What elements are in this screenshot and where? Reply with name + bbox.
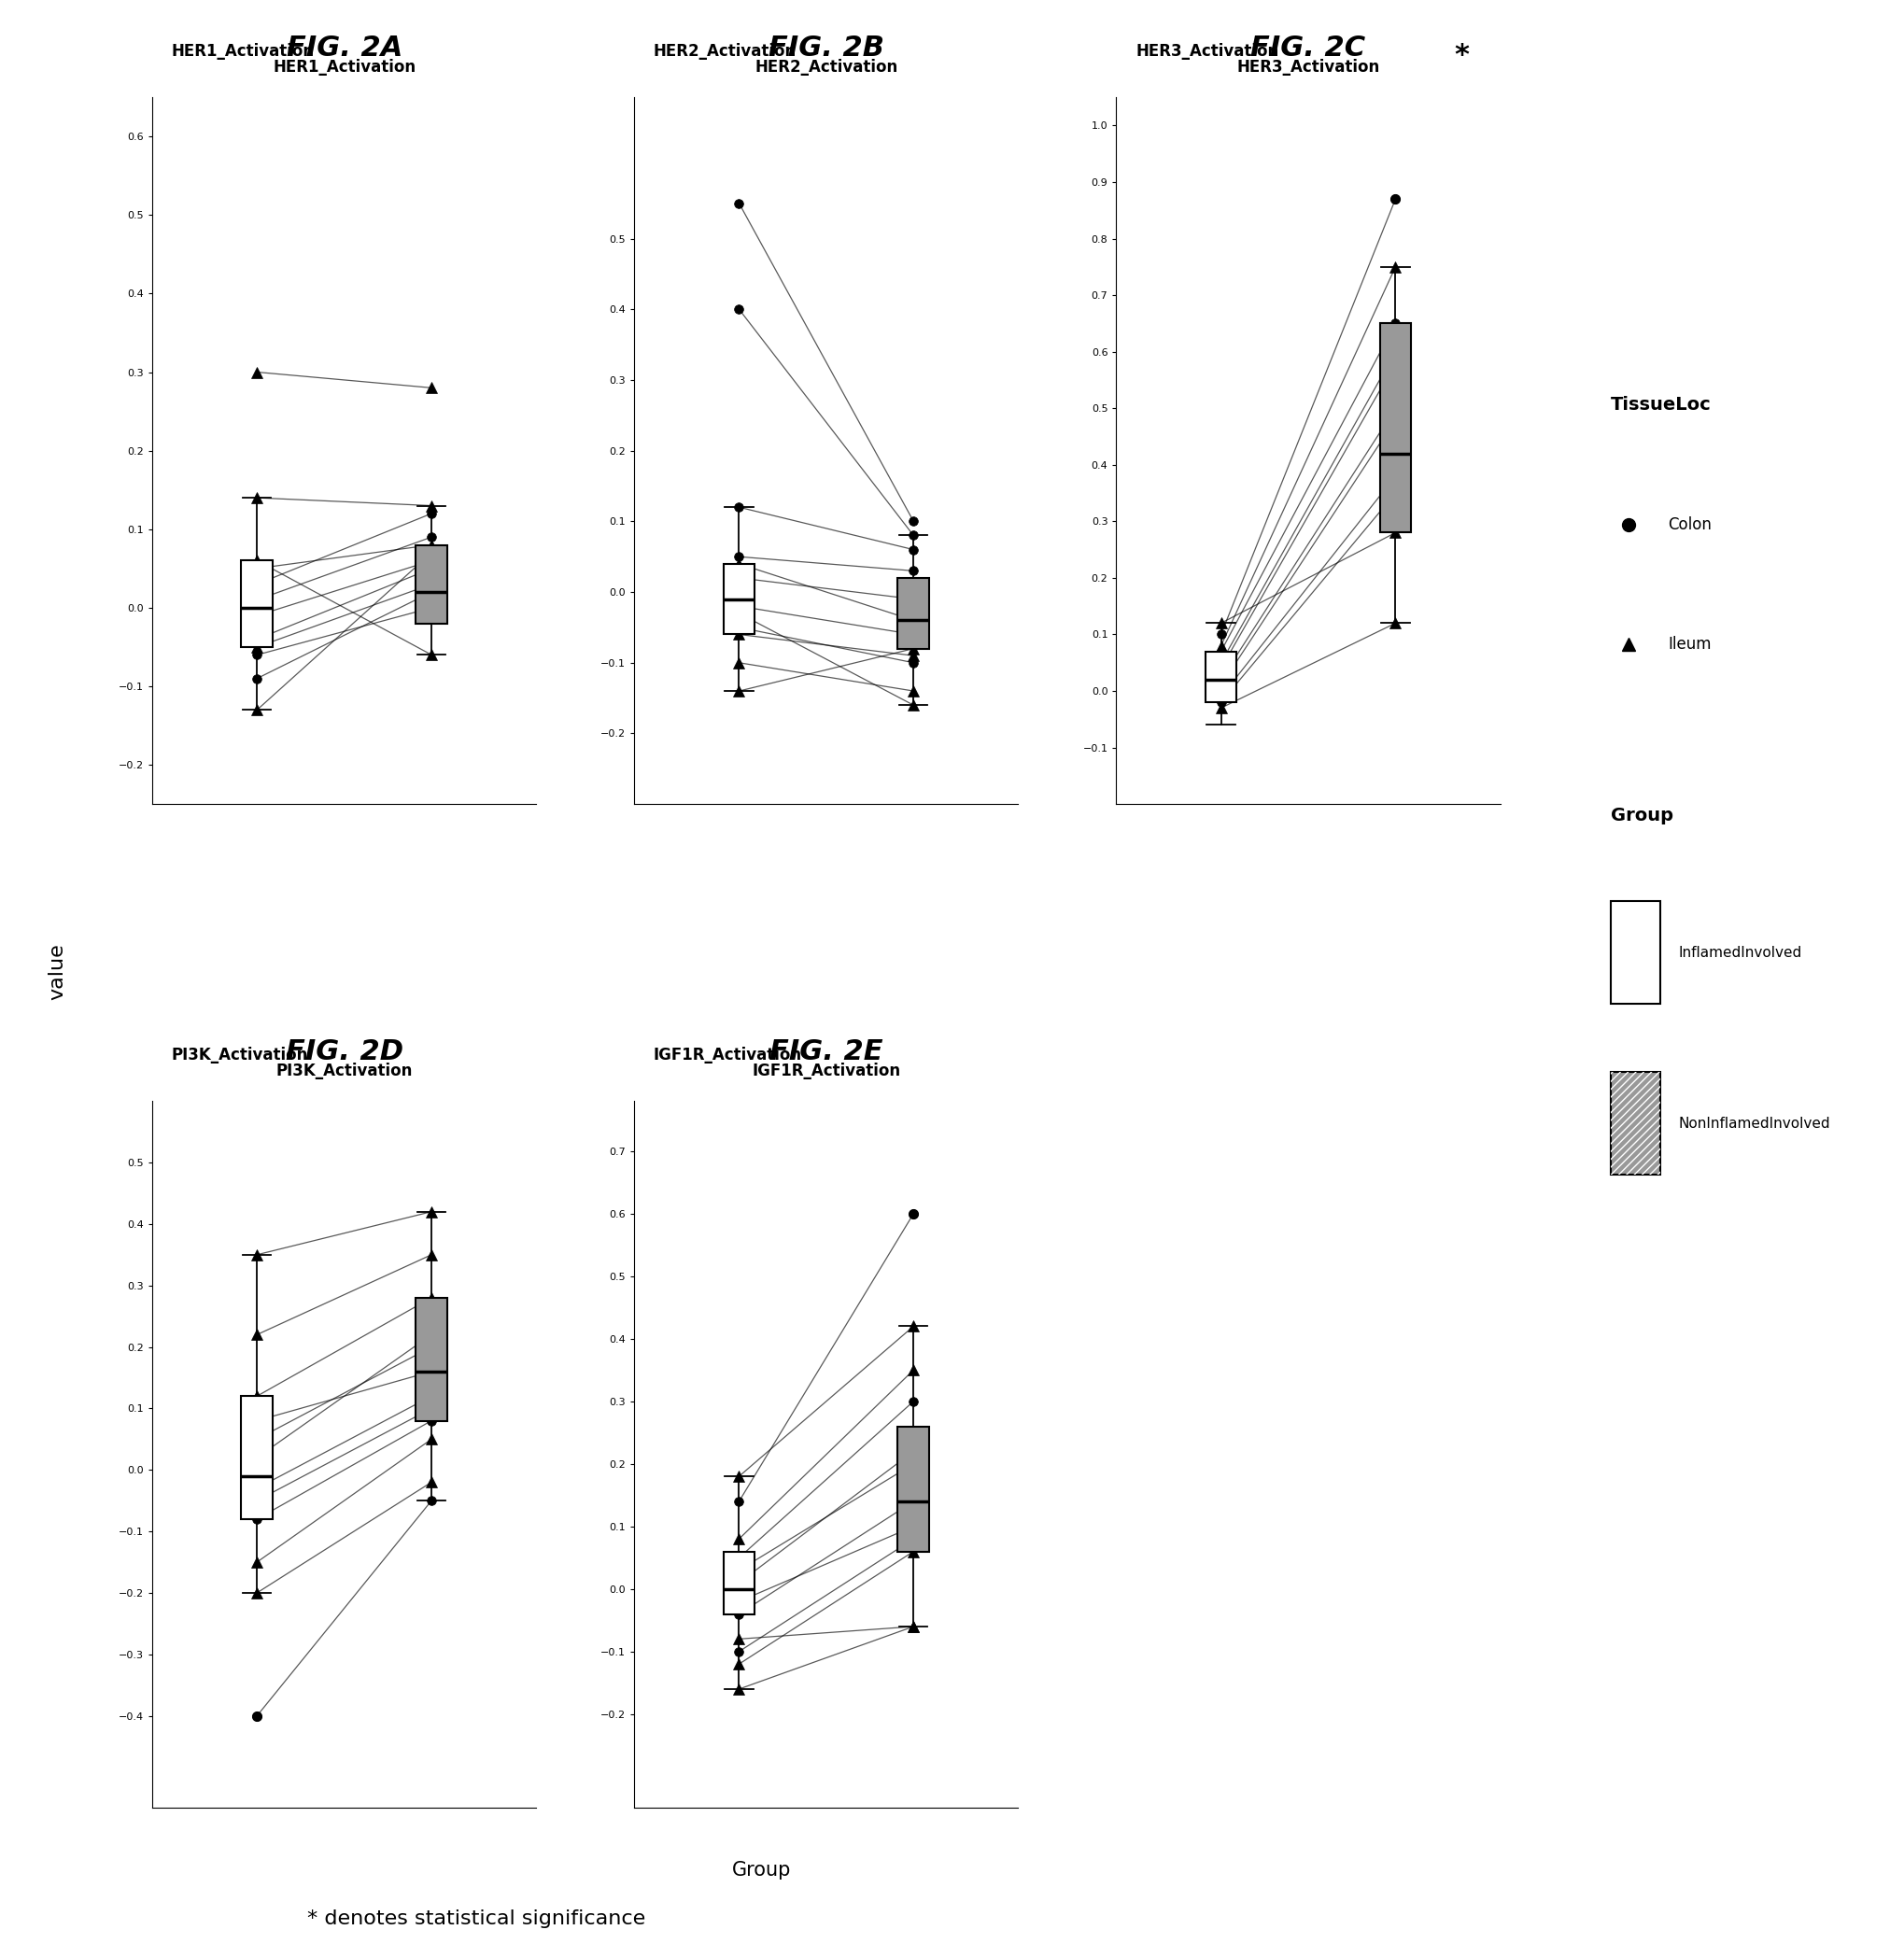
Text: HER3_Activation: HER3_Activation: [1135, 43, 1278, 60]
Text: InflamedInvolved: InflamedInvolved: [1677, 945, 1801, 960]
Text: HER2_Activation: HER2_Activation: [653, 43, 796, 60]
Title: FIG. 2A: FIG. 2A: [286, 35, 402, 62]
Bar: [897, 577, 929, 649]
Text: * denotes statistical significance: * denotes statistical significance: [307, 1909, 645, 1928]
Bar: [1611, 902, 1660, 1003]
Text: *: *: [1453, 43, 1468, 68]
Bar: [897, 1427, 929, 1551]
Text: Group: Group: [1611, 807, 1672, 824]
Text: NonInflamedInvolved: NonInflamedInvolved: [1677, 1116, 1830, 1131]
Text: PI3K_Activation: PI3K_Activation: [171, 1046, 308, 1063]
Text: value: value: [48, 943, 67, 1001]
Text: Ileum: Ileum: [1668, 636, 1710, 653]
Text: Colon: Colon: [1668, 517, 1712, 533]
Bar: [415, 1299, 447, 1421]
Bar: [415, 544, 447, 624]
Title: FIG. 2C: FIG. 2C: [1251, 35, 1365, 62]
Text: IGF1R_Activation: IGF1R_Activation: [752, 1063, 901, 1079]
Text: HER1_Activation: HER1_Activation: [272, 58, 415, 76]
Bar: [1205, 651, 1236, 702]
Bar: [1378, 323, 1411, 533]
Text: IGF1R_Activation: IGF1R_Activation: [653, 1046, 802, 1063]
Text: HER2_Activation: HER2_Activation: [754, 58, 897, 76]
Bar: [724, 564, 754, 634]
Text: Group: Group: [731, 1860, 792, 1880]
Bar: [242, 1396, 272, 1518]
Title: FIG. 2D: FIG. 2D: [286, 1038, 404, 1065]
Title: FIG. 2B: FIG. 2B: [767, 35, 883, 62]
Text: HER1_Activation: HER1_Activation: [171, 43, 314, 60]
Bar: [1611, 1073, 1660, 1174]
Bar: [724, 1551, 754, 1614]
Title: FIG. 2E: FIG. 2E: [769, 1038, 883, 1065]
Bar: [1611, 1073, 1660, 1174]
Bar: [242, 560, 272, 647]
Text: PI3K_Activation: PI3K_Activation: [276, 1063, 413, 1079]
Text: TissueLoc: TissueLoc: [1611, 397, 1710, 414]
Text: HER3_Activation: HER3_Activation: [1236, 58, 1378, 76]
